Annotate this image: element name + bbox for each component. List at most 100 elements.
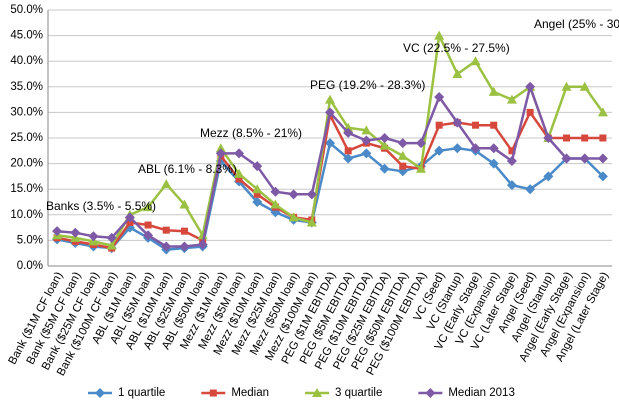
marker [397, 138, 408, 149]
annotation: VC (22.5% - 27.5%) [403, 41, 510, 55]
marker [399, 162, 407, 170]
marker [579, 153, 590, 164]
y-tick-label: 35.0% [10, 81, 43, 93]
marker [52, 226, 63, 237]
y-tick-label: 40.0% [10, 55, 43, 67]
marker [180, 227, 188, 235]
marker [88, 231, 99, 242]
marker [161, 179, 172, 189]
marker [488, 86, 499, 96]
marker [124, 212, 135, 223]
marker [379, 140, 390, 150]
marker [415, 138, 426, 149]
marker [415, 163, 426, 173]
marker [162, 226, 170, 234]
marker [106, 232, 117, 243]
annotation: Banks (3.5% - 5.5%) [46, 199, 156, 213]
marker [235, 175, 243, 183]
annotation: ABL (6.1% - 8.3%) [138, 162, 237, 176]
marker [161, 241, 172, 252]
marker [179, 199, 190, 209]
marker [143, 202, 154, 212]
marker [563, 134, 571, 142]
marker [70, 227, 81, 238]
y-tick-label: 15.0% [10, 183, 43, 195]
marker [215, 148, 226, 159]
marker [344, 147, 352, 155]
marker [343, 127, 354, 138]
marker [325, 94, 335, 104]
marker [543, 171, 554, 182]
legend-label: Median 2013 [448, 387, 515, 399]
marker [452, 117, 463, 128]
marker [252, 161, 263, 172]
marker [179, 241, 190, 252]
marker [470, 56, 481, 66]
marker [599, 134, 607, 142]
legend-item: Median [201, 387, 269, 399]
marker [435, 121, 443, 129]
marker [525, 81, 536, 92]
marker [379, 133, 390, 143]
marker [506, 94, 517, 104]
marker [579, 81, 590, 91]
marker [561, 81, 572, 91]
legend-item: Median 2013 [418, 387, 515, 399]
marker [472, 121, 480, 129]
marker [490, 121, 498, 129]
marker [581, 134, 589, 142]
legend-marker [425, 388, 436, 398]
marker [488, 143, 499, 154]
series-line [56, 141, 604, 251]
marker [434, 92, 445, 103]
marker [197, 239, 208, 250]
marker [434, 30, 445, 40]
marker [288, 189, 299, 200]
marker [597, 171, 608, 182]
y-tick-label: 45.0% [10, 30, 43, 42]
marker [506, 156, 517, 167]
y-tick-label: 25.0% [10, 132, 43, 144]
marker [526, 108, 534, 116]
marker [434, 145, 445, 156]
marker [270, 199, 281, 209]
legend-marker [95, 388, 105, 398]
marker [361, 135, 372, 146]
marker [470, 143, 481, 154]
legend-label: 1 quartile [118, 387, 165, 399]
marker [508, 147, 516, 155]
marker [325, 107, 335, 118]
marker [126, 218, 134, 226]
marker [488, 158, 499, 169]
marker [379, 163, 390, 174]
marker [361, 125, 372, 135]
marker [561, 153, 572, 164]
marker [306, 189, 317, 200]
marker [234, 168, 245, 178]
annotation: PEG (19.2% - 28.3%) [310, 78, 425, 92]
y-tick-label: 30.0% [10, 106, 43, 118]
marker [106, 240, 117, 250]
marker [270, 186, 281, 197]
marker [343, 153, 354, 164]
legend-label: 3 quartile [335, 387, 382, 399]
marker [143, 230, 154, 241]
marker [234, 148, 245, 159]
marker [252, 197, 263, 207]
marker [506, 180, 517, 191]
y-tick-label: 50.0% [10, 4, 43, 16]
legend-label: Median [231, 387, 269, 399]
marker [543, 133, 554, 143]
annotation: Angel (25% - 30%) [534, 17, 619, 31]
marker [325, 138, 335, 149]
marker [252, 184, 263, 194]
y-tick-label: 5.0% [17, 234, 43, 246]
marker [215, 143, 226, 153]
marker [597, 107, 608, 117]
marker [253, 190, 261, 198]
marker [452, 69, 463, 78]
legend-item: 3 quartile [305, 387, 382, 399]
marker [597, 153, 608, 164]
marker [144, 221, 152, 229]
